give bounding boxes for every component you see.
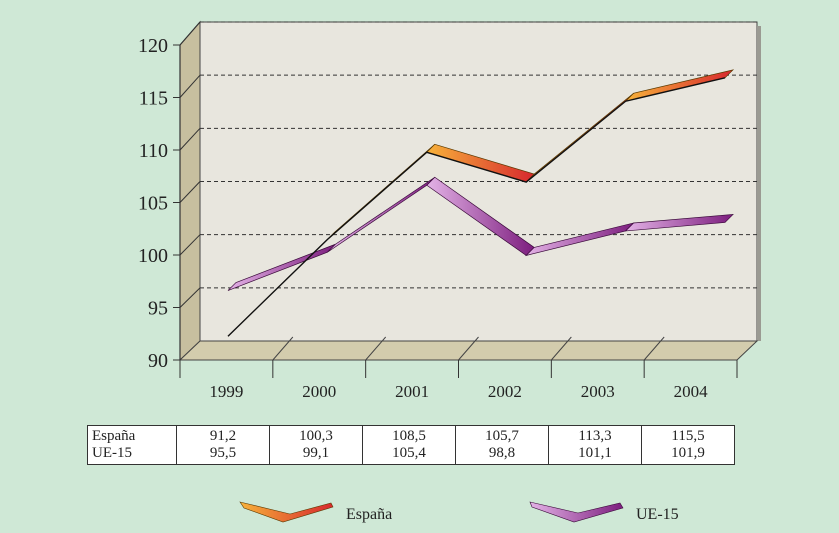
x-tick-label: 2003 [581,382,615,400]
y-tick-label: 105 [138,193,168,215]
y-tick-label: 100 [138,245,168,267]
legend-item-espana: España [239,501,392,523]
legend-label-espana: España [346,506,392,523]
gridline-side [179,21,201,46]
espana-line [227,77,726,337]
floor-divider [272,336,294,361]
y-tick-label: 95 [148,298,168,320]
floor [178,340,759,361]
ue15-segment [624,214,734,232]
table-cell: 100,3 99,1 [269,425,363,465]
wall-shadow [757,26,761,341]
gridline-side [179,181,201,203]
legend-label-ue15: UE-15 [636,506,679,523]
gridline-side [179,127,201,151]
floor-divider [550,336,572,361]
x-tick-label: 2001 [395,382,429,400]
y-tick-label: 90 [148,350,168,372]
table-cell: 113,3 101,1 [548,425,642,465]
gridline-side [179,74,201,98]
legend-swatch-ue15 [529,501,624,523]
x-tick-label: 2004 [674,382,709,400]
y-tick-label: 120 [138,35,168,57]
table-row-label: España UE-15 [87,425,177,465]
legend-item-ue15: UE-15 [529,501,679,523]
side-wall [179,20,201,362]
floor-divider [458,336,479,361]
legend-swatch-espana [239,501,334,523]
gridline-side [179,287,201,308]
y-tick-label: 115 [139,88,168,110]
table-cell: 91,2 95,5 [176,425,270,465]
back-wall [199,21,758,342]
data-table: España UE-15 91,2 95,5 100,3 99,1 108,5 … [87,425,735,465]
chart-legend: España UE-15 [239,501,679,523]
floor-divider [643,336,665,361]
x-tick-label: 2002 [488,382,522,400]
table-cell: 108,5 105,4 [362,425,456,465]
x-tick-label: 1999 [209,382,243,400]
y-tick-label: 110 [139,140,168,162]
table-cell: 105,7 98,8 [455,425,549,465]
gridline-side [179,234,201,256]
floor-divider [365,336,387,361]
x-tick-label: 2000 [302,382,336,400]
table-row: España UE-15 91,2 95,5 100,3 99,1 108,5 … [87,425,735,465]
table-cell: 115,5 101,9 [641,425,735,465]
chart-plot: 90 95 100 105 110 115 120 1999 2000 2001 2002 2003 2… [138,20,761,401]
